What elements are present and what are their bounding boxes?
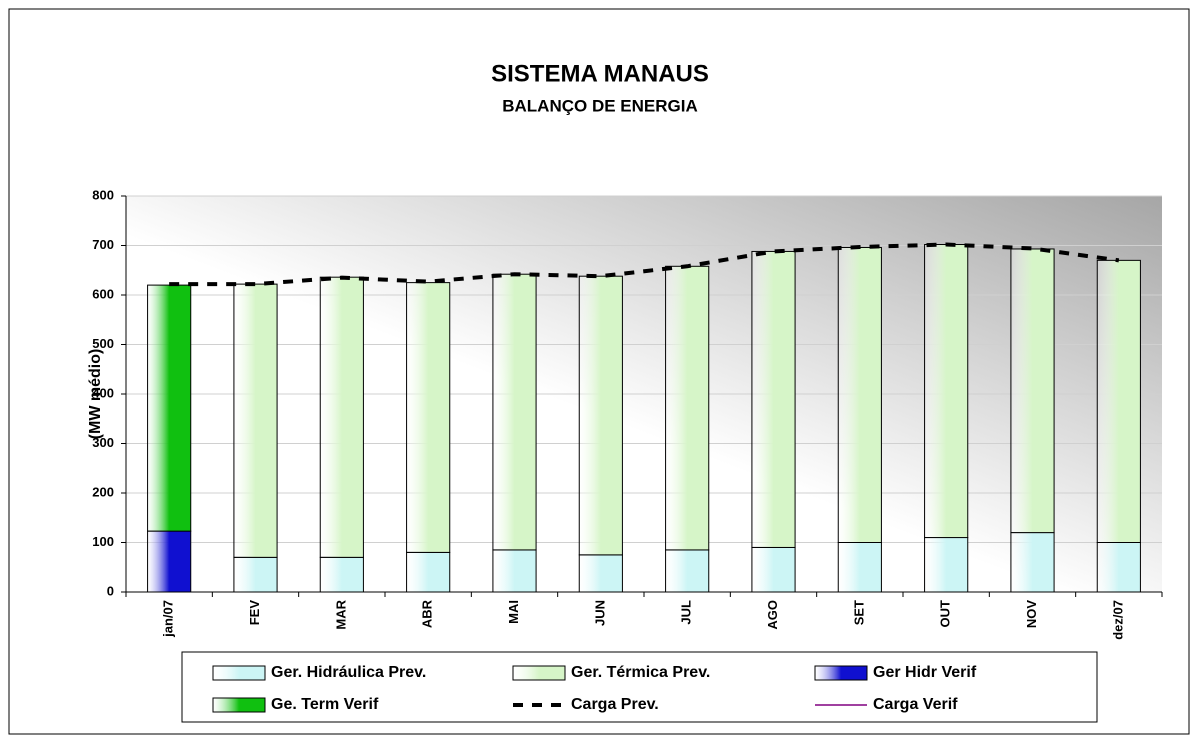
legend-label: Carga Prev. [571,696,659,713]
bar [751,250,796,548]
bar [578,554,623,593]
bar [406,282,451,553]
legend [181,651,1098,723]
legend-label: Ger. Hidráulica Prev. [271,664,426,681]
bar [751,546,796,593]
y-tick-label: 0 [107,583,114,598]
bar [1096,259,1141,543]
bar [924,537,969,593]
bar [147,530,192,593]
x-tick-label: MAI [506,600,521,624]
bar [233,283,278,558]
legend-swatch [814,665,868,681]
y-tick-label: 700 [92,237,114,252]
x-tick-label: JUN [592,600,607,626]
x-tick-label: AGO [765,600,780,630]
y-tick-label: 200 [92,484,114,499]
legend-label: Carga Verif [873,696,958,713]
legend-swatch [512,665,566,681]
x-tick-label: NOV [1024,600,1039,629]
x-tick-label: OUT [938,600,953,628]
y-tick-label: 300 [92,435,114,450]
x-tick-label: SET [851,600,866,625]
bar [492,549,537,593]
legend-label: Ge. Term Verif [271,696,379,713]
bar [578,275,623,556]
bar [665,265,710,551]
y-tick-label: 600 [92,286,114,301]
x-tick-label: MAR [333,599,348,629]
bar [1010,532,1055,593]
bar [406,551,451,593]
y-axis-label: (MW médio) [87,349,104,440]
legend-label: Ger Hidr Verif [873,664,977,681]
x-tick-label: FEV [247,600,262,626]
y-tick-label: 500 [92,336,114,351]
line [169,242,1120,287]
bar [1096,542,1141,593]
bar [924,244,969,539]
bar [492,273,537,551]
chart-subtitle: BALANÇO DE ENERGIA [502,96,698,115]
bar [319,556,364,593]
bar [837,542,882,593]
x-tick-label: JUL [679,600,694,625]
legend-label: Ger. Térmica Prev. [571,664,710,681]
x-tick-label: dez/07 [1110,600,1125,640]
legend-swatch [212,697,266,713]
x-tick-label: ABR [420,599,435,628]
y-tick-label: 100 [92,534,114,549]
bar [1010,248,1055,534]
x-tick-label: jan/07 [161,600,176,638]
chart-title: SISTEMA MANAUS [491,60,709,87]
bar [233,556,278,593]
y-tick-label: 400 [92,385,114,400]
bar [837,246,882,543]
legend-swatch [212,665,266,681]
bar [147,284,192,532]
y-tick-label: 800 [92,187,114,202]
bar [319,276,364,558]
bar [665,549,710,593]
